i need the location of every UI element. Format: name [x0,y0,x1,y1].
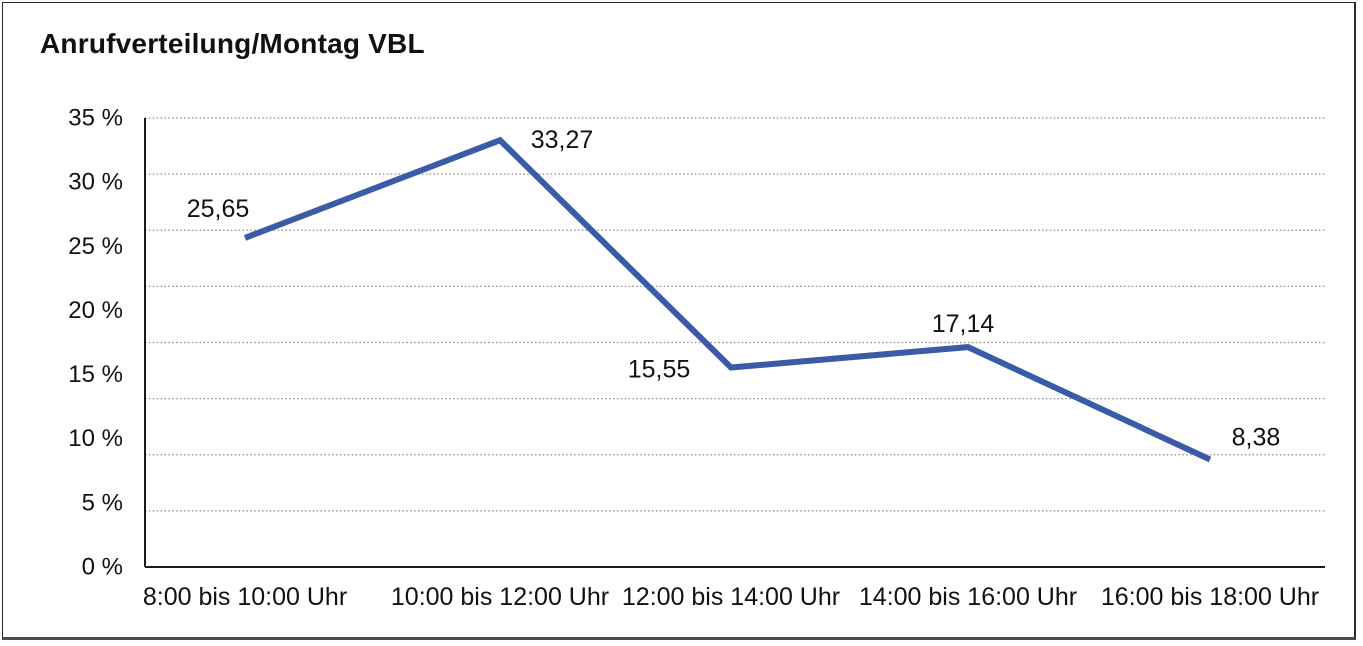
y-tick-label: 0 % [82,554,123,581]
data-value-label: 17,14 [932,310,995,338]
x-category-label: 10:00 bis 12:00 Uhr [391,583,609,611]
data-value-label: 25,65 [187,195,250,223]
data-value-label: 15,55 [628,356,691,384]
x-category-label: 8:00 bis 10:00 Uhr [143,583,347,611]
y-tick-label: 35 % [68,105,123,132]
x-category-label: 16:00 bis 18:00 Uhr [1101,583,1319,611]
y-tick-label: 10 % [68,425,123,452]
y-tick-label: 15 % [68,361,123,388]
data-value-label: 33,27 [531,126,594,154]
x-category-label: 14:00 bis 16:00 Uhr [859,583,1077,611]
chart-title: Anrufverteilung/Montag VBL [40,28,425,59]
y-tick-label: 25 % [68,233,123,260]
series-line [243,136,1212,463]
y-tick-label: 5 % [82,489,123,516]
x-category-label: 12:00 bis 14:00 Uhr [622,583,840,611]
y-tick-label: 20 % [68,297,123,324]
y-tick-label: 30 % [68,169,123,196]
data-value-label: 8,38 [1232,423,1281,451]
